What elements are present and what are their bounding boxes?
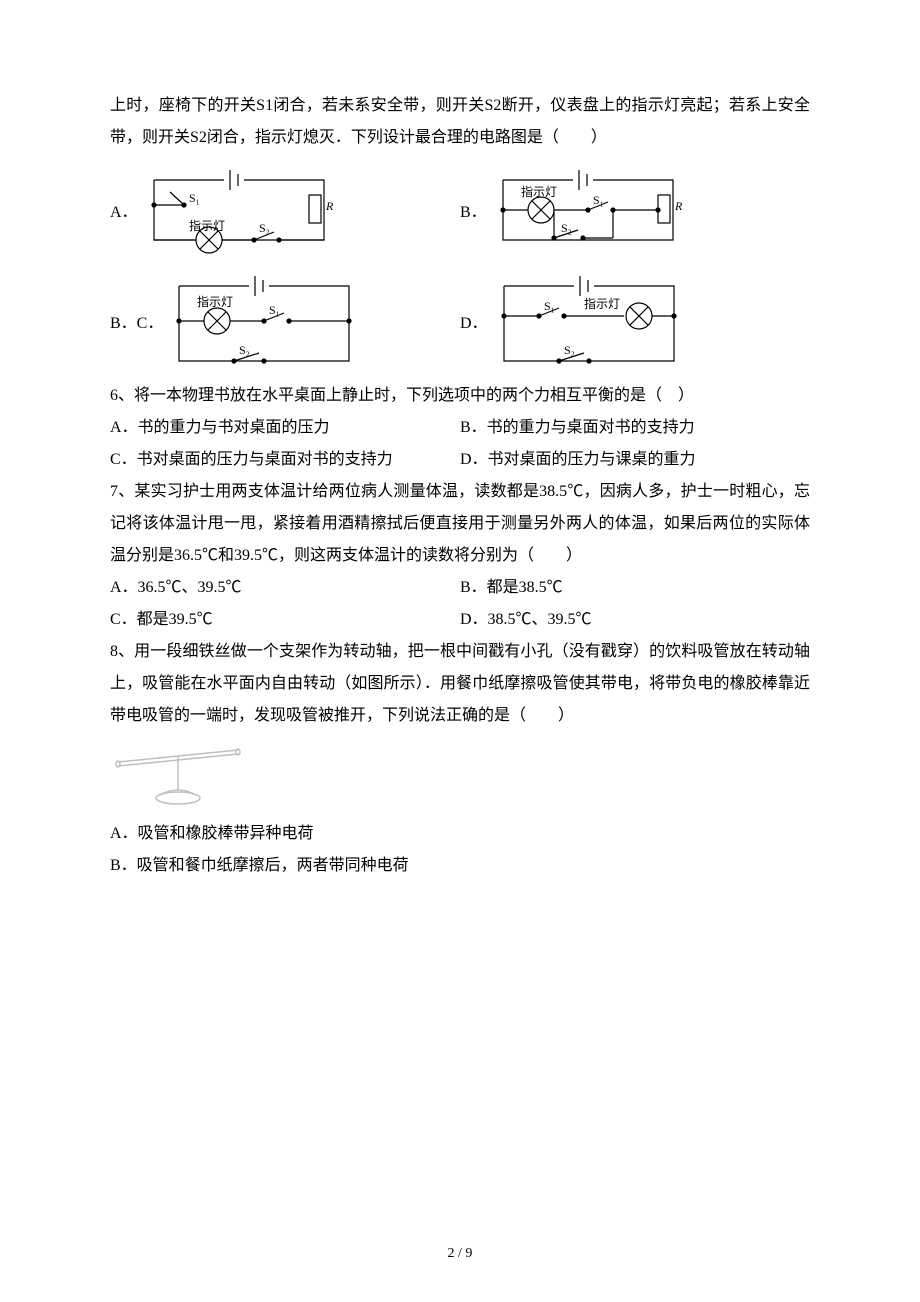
- q6-b: B．书的重力与桌面对书的支持力: [460, 412, 810, 444]
- circuit-a: S₁ 指示灯 S₂ R: [144, 160, 334, 260]
- q5-intro: 上时，座椅下的开关S1闭合，若未系安全带，则开关S2断开，仪表盘上的指示灯亮起；…: [110, 90, 810, 154]
- q8-figure: [110, 740, 810, 810]
- svg-text:S₂: S₂: [239, 343, 250, 357]
- q7-d: D．38.5℃、39.5℃: [460, 604, 810, 636]
- circuit-d: S₁ 指示灯 S₂: [494, 266, 684, 376]
- svg-text:S₁: S₁: [593, 193, 604, 207]
- svg-text:指示灯: 指示灯: [584, 296, 620, 311]
- q8-b: B．吸管和餐巾纸摩擦后，两者带同种电荷: [110, 850, 810, 882]
- q8-stem: 8、用一段细铁丝做一个支架作为转动轴，把一根中间戳有小孔（没有戳穿）的饮料吸管放…: [110, 636, 810, 732]
- q5-label-a: A．: [110, 198, 138, 222]
- q5-label-b: B．: [460, 198, 487, 222]
- svg-text:指示灯: 指示灯: [197, 294, 233, 309]
- svg-text:S₁: S₁: [544, 299, 555, 313]
- svg-text:S₂: S₂: [561, 221, 572, 235]
- q6-stem: 6、将一本物理书放在水平桌面上静止时，下列选项中的两个力相互平衡的是（ ）: [110, 380, 810, 412]
- svg-text:S₁: S₁: [269, 303, 280, 317]
- q8-a: A．吸管和橡胶棒带异种电荷: [110, 818, 810, 850]
- q7-c: C．都是39.5℃: [110, 604, 460, 636]
- q7-stem: 7、某实习护士用两支体温计给两位病人测量体温，读数都是38.5℃，因病人多，护士…: [110, 476, 810, 572]
- svg-text:S₂: S₂: [564, 343, 575, 357]
- q5-label-d: D．: [460, 309, 488, 333]
- svg-text:R: R: [325, 199, 334, 213]
- q6-d: D．书对桌面的压力与课桌的重力: [460, 444, 810, 476]
- circuit-c: 指示灯 S₁ S₂: [169, 266, 359, 376]
- q6-a: A．书的重力与书对桌面的压力: [110, 412, 460, 444]
- svg-text:S₂: S₂: [259, 221, 270, 235]
- svg-text:指示灯: 指示灯: [189, 218, 225, 233]
- page-footer: 2 / 9: [0, 1246, 920, 1262]
- circuit-b: 指示灯 S₁ S₂ R: [493, 160, 683, 260]
- q7-b: B．都是38.5℃: [460, 572, 810, 604]
- svg-text:R: R: [674, 199, 683, 213]
- q5-label-bc: B．C．: [110, 309, 163, 333]
- q7-a: A．36.5℃、39.5℃: [110, 572, 460, 604]
- svg-text:S₁: S₁: [189, 191, 200, 205]
- q6-c: C．书对桌面的压力与桌面对书的支持力: [110, 444, 460, 476]
- q5-row-2: B．C．: [110, 266, 810, 376]
- svg-text:指示灯: 指示灯: [521, 184, 557, 199]
- q5-row-1: A．: [110, 160, 810, 260]
